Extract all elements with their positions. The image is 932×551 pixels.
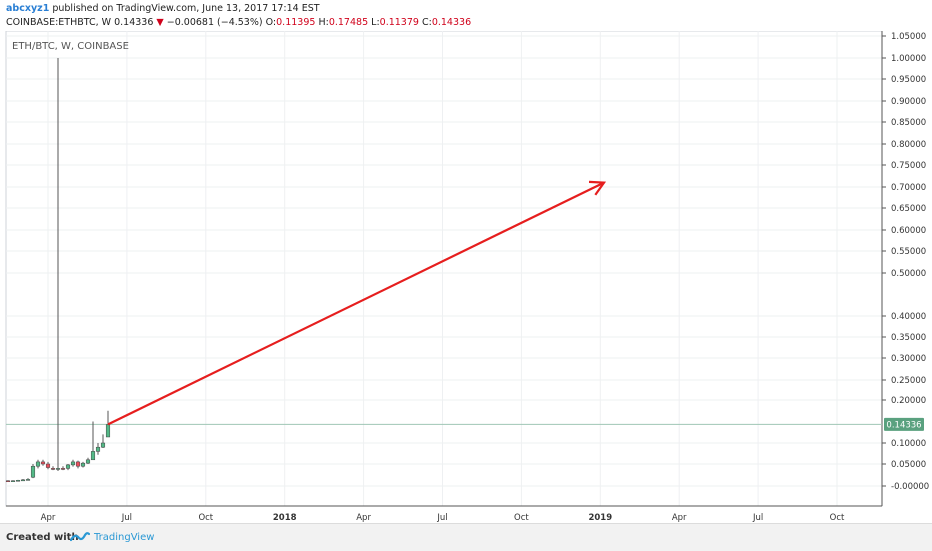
low-label: L: [371, 17, 380, 28]
price-axis[interactable]: 1.05000 1.00000 0.95000 0.90000 0.85000 0.800… [882, 32, 929, 492]
plot-border [5, 31, 883, 507]
time-axis[interactable]: Apr Jul Oct 2018 Apr Jul Oct 2019 Apr Jul Oct [41, 513, 845, 523]
x-tick-label: Jul [752, 513, 763, 523]
candle-body [75, 461, 81, 467]
candle-body [45, 463, 51, 468]
x-tick-label: Jul [121, 513, 132, 523]
y-tick-label: 0.75000 [891, 161, 926, 171]
open-value: 0.11395 [276, 17, 316, 28]
footer: Created with TradingView [0, 523, 932, 551]
publish-line: abcxyz1 published on TradingView.com, Ju… [6, 3, 320, 14]
x-tick-label: Apr [672, 513, 687, 523]
y-tick-label: 0.25000 [891, 376, 926, 386]
trend-arrow[interactable] [107, 180, 607, 426]
candle-body [30, 465, 36, 478]
x-tick-label: 2019 [588, 513, 612, 523]
candle-body [55, 468, 61, 470]
y-tick-label: -0.00000 [891, 482, 929, 492]
candle-body [70, 461, 76, 466]
x-tick-label: 2018 [273, 513, 297, 523]
arrow-shaft [107, 181, 605, 426]
price-tag-label: 0.14336 [886, 420, 921, 430]
ohlc-line: COINBASE:ETHBTC, W 0.14336 ▼ −0.00681 (−… [6, 17, 471, 28]
y-tick-label: 0.70000 [891, 183, 926, 193]
candle-body [65, 464, 71, 469]
y-tick-label: 0.85000 [891, 118, 926, 128]
candle-body [50, 468, 56, 470]
close-label: C: [421, 17, 432, 28]
last-price: 0.14336 [114, 17, 154, 28]
y-tick-label: 0.40000 [891, 312, 926, 322]
y-tick-label: 0.20000 [891, 396, 926, 406]
x-tick-label: Apr [356, 513, 371, 523]
candle-body [15, 480, 21, 482]
down-arrow-icon: ▼ [156, 17, 164, 28]
x-tick-label: Oct [830, 513, 845, 523]
publish-info: published on TradingView.com, June 13, 2… [52, 3, 320, 14]
candle-body [80, 462, 86, 467]
y-tick-label: 0.90000 [891, 97, 926, 107]
change-value: −0.00681 (−4.53%) [166, 17, 263, 28]
candle-body [40, 461, 46, 465]
y-tick-label: 1.05000 [891, 32, 926, 42]
x-tick-label: Oct [198, 513, 213, 523]
y-tick-label: 0.30000 [891, 354, 926, 364]
candle-body [5, 480, 11, 482]
open-label: O: [265, 17, 277, 28]
y-tick-label: 1.00000 [891, 54, 926, 64]
last-price-tag: 0.14336 [884, 417, 924, 431]
chart-area[interactable]: 1.05000 1.00000 0.95000 0.90000 0.85000 0.800… [0, 31, 932, 523]
y-tick-label: 0.80000 [891, 140, 926, 150]
x-tick-label: Apr [41, 513, 56, 523]
y-tick-label: 0.95000 [891, 75, 926, 85]
candle-body [95, 446, 101, 452]
y-tick-label: 0.60000 [891, 226, 926, 236]
y-tick-label: 0.05000 [891, 460, 926, 470]
symbol-label: COINBASE:ETHBTC, W [6, 17, 112, 28]
chart-header: abcxyz1 published on TradingView.com, Ju… [0, 0, 932, 32]
price-tag-bg [884, 417, 924, 431]
y-tick-label: 0.65000 [891, 204, 926, 214]
candle-body [10, 480, 16, 482]
author-link[interactable]: abcxyz1 [6, 3, 50, 14]
candle-body [90, 451, 96, 461]
grid-horizontal [6, 35, 882, 487]
y-tick-label: 0.50000 [891, 269, 926, 279]
x-tick-label: Oct [514, 513, 529, 523]
y-tick-label: 0.10000 [891, 439, 926, 449]
tradingview-brand[interactable]: TradingView [94, 532, 155, 543]
candle-body [60, 468, 66, 470]
high-value: 0.17485 [328, 17, 369, 28]
high-label: H: [318, 17, 329, 28]
candle-body [25, 479, 31, 481]
candle-body [100, 442, 106, 448]
candle-body [20, 479, 26, 482]
x-tick-label: Jul [436, 513, 447, 523]
chart-title: ETH/BTC, W, COINBASE [12, 41, 129, 52]
low-value: 0.11379 [379, 17, 419, 28]
y-tick-label: 0.55000 [891, 247, 926, 257]
candle-body [85, 459, 91, 464]
y-tick-label: 0.35000 [891, 333, 926, 343]
tradingview-logo-icon[interactable] [70, 530, 90, 544]
arrow-head-icon [588, 180, 607, 196]
candle-body [35, 461, 41, 467]
created-with: Created with [6, 532, 79, 543]
close-value: 0.14336 [431, 17, 472, 28]
grid-vertical [47, 31, 838, 506]
candles [5, 58, 111, 482]
candle-body [105, 424, 111, 438]
